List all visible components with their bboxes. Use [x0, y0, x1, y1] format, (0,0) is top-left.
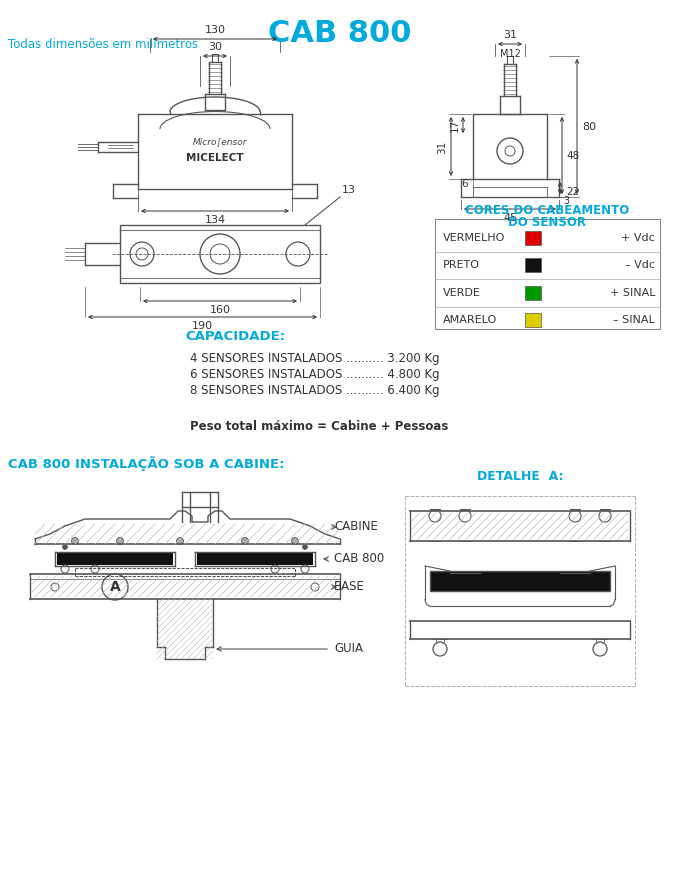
Text: MICELECT: MICELECT: [186, 153, 244, 163]
Text: 80: 80: [582, 122, 596, 132]
Text: DETALHE  A:: DETALHE A:: [477, 470, 563, 483]
Bar: [525, 286, 541, 300]
Circle shape: [63, 545, 67, 550]
Text: CAB 800: CAB 800: [334, 552, 384, 565]
Text: 31: 31: [503, 30, 517, 40]
Text: GUIA: GUIA: [334, 642, 363, 656]
Text: DO SENSOR: DO SENSOR: [508, 216, 586, 229]
Text: CABINE: CABINE: [334, 521, 378, 533]
Text: AMARELO: AMARELO: [443, 316, 497, 325]
Text: 134: 134: [205, 215, 226, 225]
Bar: [57, 553, 173, 565]
Text: + Vdc: + Vdc: [622, 232, 655, 243]
Bar: [525, 231, 541, 245]
Text: + SINAL: + SINAL: [609, 288, 655, 298]
Bar: [525, 258, 541, 272]
Text: 6 SENSORES INSTALADOS .......... 4.800 Kg: 6 SENSORES INSTALADOS .......... 4.800 K…: [190, 368, 440, 381]
Text: 30: 30: [208, 42, 222, 52]
Text: 6: 6: [461, 179, 468, 189]
Text: BASE: BASE: [334, 580, 365, 593]
Text: 190: 190: [192, 321, 213, 331]
Text: CAPACIDADE:: CAPACIDADE:: [185, 330, 285, 343]
Bar: [197, 553, 313, 565]
Bar: [525, 313, 541, 327]
Text: – SINAL: – SINAL: [613, 316, 655, 325]
Circle shape: [292, 538, 299, 545]
Text: A: A: [109, 580, 120, 594]
Text: CORES DO CABEAMENTO: CORES DO CABEAMENTO: [465, 204, 629, 217]
Bar: [120, 225, 320, 283]
Text: PRETO: PRETO: [443, 260, 480, 270]
Circle shape: [303, 545, 307, 550]
Text: VERDE: VERDE: [443, 288, 481, 298]
Text: 31: 31: [437, 141, 447, 154]
Text: Micro∫ensor: Micro∫ensor: [192, 137, 248, 147]
Circle shape: [116, 538, 124, 545]
Text: Todas dimensões em milímetros: Todas dimensões em milímetros: [8, 38, 198, 51]
Text: 45: 45: [503, 213, 517, 223]
Text: 8 SENSORES INSTALADOS .......... 6.400 Kg: 8 SENSORES INSTALADOS .......... 6.400 K…: [190, 384, 440, 397]
Text: Peso total máximo = Cabine + Pessoas: Peso total máximo = Cabine + Pessoas: [190, 420, 448, 433]
Circle shape: [241, 538, 248, 545]
Bar: [430, 571, 610, 591]
Text: M12: M12: [500, 49, 520, 59]
Circle shape: [71, 538, 78, 545]
Bar: [435, 219, 660, 329]
Text: 17: 17: [450, 118, 460, 132]
Text: – Vdc: – Vdc: [625, 260, 655, 270]
Text: 160: 160: [209, 305, 231, 315]
Text: 4 SENSORES INSTALADOS .......... 3.200 Kg: 4 SENSORES INSTALADOS .......... 3.200 K…: [190, 352, 440, 365]
Text: 130: 130: [205, 25, 226, 35]
Text: 13: 13: [342, 185, 356, 195]
Text: CAB 800: CAB 800: [268, 19, 412, 48]
Text: 22: 22: [566, 187, 579, 197]
Text: VERMELHO: VERMELHO: [443, 232, 505, 243]
Text: 48: 48: [566, 151, 579, 161]
Circle shape: [177, 538, 184, 545]
Text: CAB 800 INSTALAÇÃO SOB A CABINE:: CAB 800 INSTALAÇÃO SOB A CABINE:: [8, 456, 284, 471]
Text: 3: 3: [563, 196, 569, 206]
